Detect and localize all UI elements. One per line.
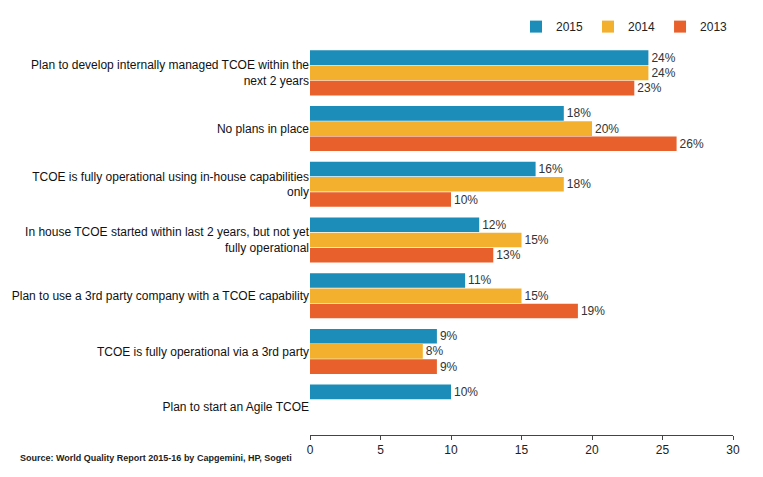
svg-text:18%: 18% bbox=[567, 177, 591, 191]
svg-text:9%: 9% bbox=[440, 329, 458, 343]
svg-text:19%: 19% bbox=[581, 304, 605, 318]
svg-text:11%: 11% bbox=[468, 273, 491, 287]
svg-text:24%: 24% bbox=[651, 66, 675, 80]
svg-text:10%: 10% bbox=[454, 193, 478, 207]
svg-text:26%: 26% bbox=[680, 137, 704, 151]
svg-text:13%: 13% bbox=[496, 248, 520, 262]
svg-text:16%: 16% bbox=[539, 162, 563, 176]
svg-text:8%: 8% bbox=[426, 344, 444, 358]
svg-text:15: 15 bbox=[515, 443, 529, 457]
svg-text:23%: 23% bbox=[637, 81, 661, 95]
svg-text:No plans in place: No plans in place bbox=[217, 122, 309, 136]
svg-text:25: 25 bbox=[656, 443, 670, 457]
svg-text:Source: World Quality Report 2: Source: World Quality Report 2015-16 by … bbox=[20, 453, 292, 463]
svg-text:30: 30 bbox=[726, 443, 740, 457]
svg-text:10%: 10% bbox=[454, 385, 478, 399]
svg-text:Plan to start an Agile TCOE: Plan to start an Agile TCOE bbox=[162, 400, 309, 414]
svg-text:In house TCOE started within l: In house TCOE started within last 2 year… bbox=[25, 225, 310, 255]
svg-text:15%: 15% bbox=[525, 289, 549, 303]
svg-text:Plan to develop internally man: Plan to develop internally managed TCOE … bbox=[31, 58, 309, 88]
svg-text:18%: 18% bbox=[567, 106, 591, 120]
svg-text:15%: 15% bbox=[525, 233, 549, 247]
svg-text:9%: 9% bbox=[440, 360, 458, 374]
svg-text:0: 0 bbox=[307, 443, 314, 457]
svg-text:TCOE is fully operational usin: TCOE is fully operational using in-house… bbox=[32, 170, 309, 200]
svg-text:24%: 24% bbox=[651, 51, 675, 65]
svg-text:2015: 2015 bbox=[556, 20, 583, 34]
svg-text:2013: 2013 bbox=[700, 20, 727, 34]
svg-text:2014: 2014 bbox=[628, 20, 655, 34]
svg-text:Plan to use a 3rd party compan: Plan to use a 3rd party company with a T… bbox=[12, 289, 309, 303]
svg-text:TCOE is fully operational via: TCOE is fully operational via a 3rd part… bbox=[97, 345, 309, 359]
svg-text:20: 20 bbox=[585, 443, 599, 457]
svg-text:10: 10 bbox=[444, 443, 458, 457]
svg-text:20%: 20% bbox=[595, 122, 619, 136]
svg-text:5: 5 bbox=[377, 443, 384, 457]
svg-text:12%: 12% bbox=[482, 218, 506, 232]
